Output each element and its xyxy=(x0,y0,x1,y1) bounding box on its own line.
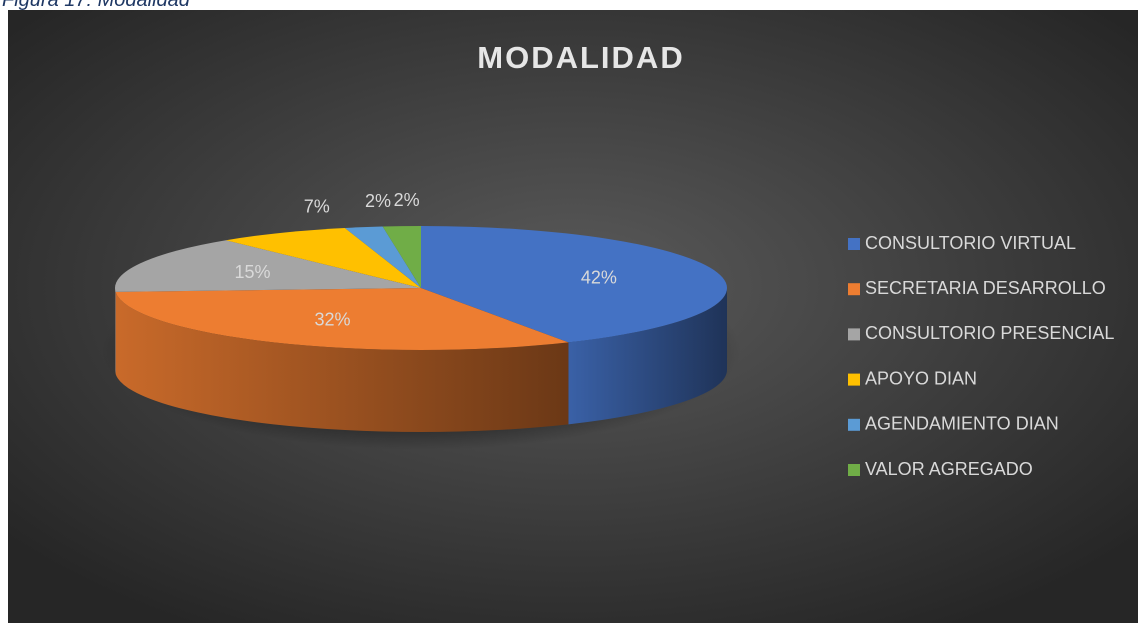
legend-label: AGENDAMIENTO DIAN xyxy=(865,414,1059,434)
legend-swatch xyxy=(848,283,860,296)
pie-slice-side xyxy=(568,288,727,425)
data-label: 42% xyxy=(581,267,617,287)
data-label: 7% xyxy=(304,197,330,217)
pie-slice xyxy=(115,240,421,292)
pie-slice-side xyxy=(115,288,116,374)
data-label: 2% xyxy=(394,190,420,210)
legend-swatch xyxy=(848,373,860,386)
data-label: 15% xyxy=(234,262,270,282)
pie-slice xyxy=(382,226,421,288)
pie-slice xyxy=(421,226,728,343)
legend-swatch xyxy=(848,464,860,476)
legend-swatch xyxy=(848,328,860,341)
legend-label: CONSULTORIO VIRTUAL xyxy=(865,233,1076,253)
chart-title: MODALIDAD xyxy=(477,40,684,75)
pie-slice-side xyxy=(115,291,569,432)
legend-label: APOYO DIAN xyxy=(865,368,977,388)
legend-swatch xyxy=(848,238,860,250)
pie-slice xyxy=(344,226,421,288)
legend-swatch xyxy=(848,418,860,431)
data-label: 32% xyxy=(315,309,351,329)
pie-slice xyxy=(115,288,569,351)
legend-label: SECRETARIA DESARROLLO xyxy=(865,278,1106,298)
legend-label: VALOR AGREGADO xyxy=(865,459,1033,479)
data-label: 2% xyxy=(365,191,391,211)
figure-caption: Figura 17: Modalidad xyxy=(2,0,190,11)
pie-slice xyxy=(225,227,421,288)
legend-label: CONSULTORIO PRESENCIAL xyxy=(865,323,1114,343)
